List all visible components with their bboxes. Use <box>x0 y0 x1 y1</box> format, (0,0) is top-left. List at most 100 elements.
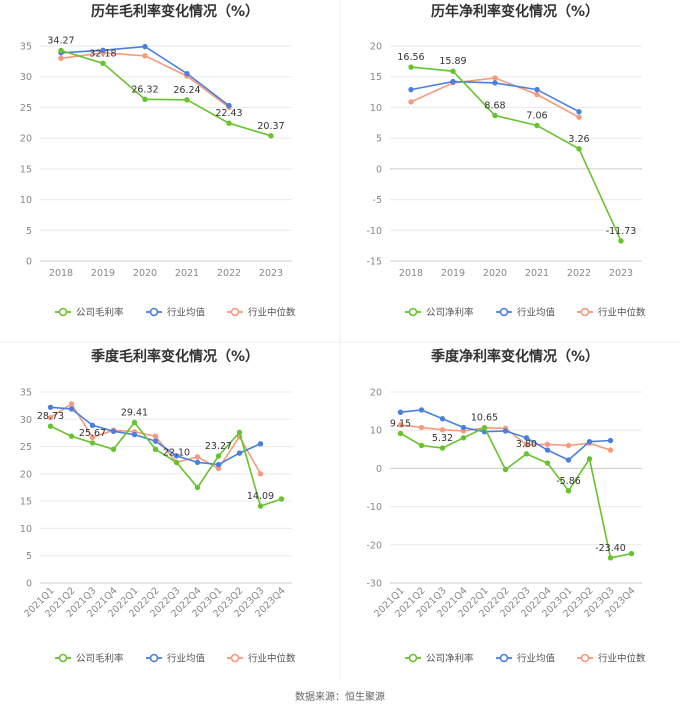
legend-marker <box>580 653 590 663</box>
data-point <box>576 114 582 120</box>
x-tick-label: 2023 <box>609 268 633 279</box>
x-tick-label: 2019 <box>441 268 465 279</box>
series-line-company <box>410 66 622 242</box>
legend-marker <box>408 307 418 317</box>
chart-title: 历年毛利率变化情况（%） <box>91 3 259 20</box>
y-tick-label: -5 <box>373 195 382 206</box>
legend-label: 行业中位数 <box>598 307 646 319</box>
y-tick-label: 10 <box>20 195 32 206</box>
legend-label: 行业均值 <box>517 307 556 319</box>
data-label: 26.32 <box>131 84 158 95</box>
data-point <box>481 425 488 431</box>
y-tick-label: 35 <box>20 388 32 399</box>
legend-marker <box>580 307 590 317</box>
data-point <box>607 437 614 444</box>
y-tick-label: -10 <box>366 226 382 237</box>
chart-title: 季度毛利率变化情况（%） <box>90 348 259 365</box>
data-label: 16.56 <box>397 52 424 63</box>
data-point <box>439 416 446 422</box>
y-tick-label: 20 <box>20 469 32 480</box>
data-point <box>68 433 75 439</box>
data-point <box>226 120 232 126</box>
data-point <box>418 442 425 449</box>
y-tick-label: 10 <box>20 524 32 535</box>
legend-label: 行业均值 <box>167 653 206 665</box>
y-tick-label: 10 <box>370 103 382 114</box>
data-point <box>278 496 285 502</box>
data-label: 9.15 <box>390 418 411 429</box>
chart-4: 季度净利率变化情况（%）-30-20-10010202021Q12021Q220… <box>366 348 646 665</box>
x-tick-label: 2019 <box>91 268 115 279</box>
data-point <box>47 404 54 410</box>
data-point <box>142 96 148 103</box>
data-label: 22.10 <box>163 447 190 458</box>
data-point <box>58 47 64 54</box>
data-point <box>89 434 96 440</box>
chart-3: 季度毛利率变化情况（%）051015202530352021Q12021Q220… <box>20 348 296 665</box>
y-tick-label: 5 <box>376 134 382 145</box>
data-label: 10.65 <box>471 413 498 424</box>
data-point <box>100 47 106 53</box>
data-point <box>534 91 540 98</box>
y-tick-label: 20 <box>20 134 32 145</box>
legend-marker <box>499 653 509 663</box>
y-tick-label: 0 <box>26 257 32 268</box>
data-label: 14.09 <box>247 491 274 502</box>
data-label: 26.24 <box>173 85 200 96</box>
legend-label: 行业均值 <box>517 653 556 665</box>
y-tick-label: 15 <box>370 72 382 83</box>
legend-label: 公司毛利率 <box>76 307 124 319</box>
x-tick-label: 2018 <box>49 268 73 279</box>
data-point <box>397 409 404 415</box>
legend-marker <box>230 653 240 663</box>
chart-1: 历年毛利率变化情况（%） 0 5 10 15 20 25 30 35 2018 2019 2020 20… <box>20 3 296 319</box>
x-tick-label: 2020 <box>483 268 507 279</box>
y-tick-label: 0 <box>26 579 32 590</box>
data-point <box>194 459 201 466</box>
x-tick-label: 2018 <box>399 268 423 279</box>
data-point <box>450 78 456 85</box>
data-point <box>418 424 425 431</box>
y-tick-label: -30 <box>366 579 382 590</box>
chart-title: 历年净利率变化情况（%） <box>431 3 599 20</box>
data-point <box>523 435 530 441</box>
y-tick-label: 5 <box>26 226 32 237</box>
data-point <box>492 80 498 86</box>
y-tick-label: 15 <box>20 497 32 508</box>
data-point <box>460 424 467 431</box>
x-tick-label: 2022 <box>217 268 241 279</box>
data-point <box>184 70 190 77</box>
data-label: 23.27 <box>205 441 232 452</box>
data-point <box>58 55 64 61</box>
legend-label: 公司毛利率 <box>76 653 124 665</box>
data-point <box>89 440 96 446</box>
x-tick-label: 2021 <box>175 268 199 279</box>
data-point <box>523 451 530 457</box>
data-point <box>142 53 148 59</box>
data-point <box>397 430 404 437</box>
y-tick-label: 25 <box>20 103 32 114</box>
data-label: 29.41 <box>121 408 148 419</box>
data-point <box>173 453 180 459</box>
data-point <box>502 466 509 473</box>
data-point <box>47 423 54 429</box>
data-point <box>502 428 509 434</box>
data-label: -23.40 <box>595 543 626 554</box>
data-label: 3.80 <box>516 439 537 450</box>
data-point <box>408 64 414 70</box>
data-point <box>236 429 243 436</box>
data-point <box>257 441 264 447</box>
data-point <box>607 555 614 561</box>
series-line-company <box>400 426 632 559</box>
data-point <box>142 43 148 50</box>
data-point <box>586 456 593 462</box>
data-label: 34.27 <box>47 35 74 46</box>
data-point <box>215 453 222 459</box>
data-point <box>439 427 446 433</box>
data-point <box>492 112 498 119</box>
y-tick-label: 25 <box>20 442 32 453</box>
data-label: 32.18 <box>89 48 116 59</box>
data-label: -11.73 <box>606 226 637 237</box>
legend-marker <box>58 307 68 317</box>
